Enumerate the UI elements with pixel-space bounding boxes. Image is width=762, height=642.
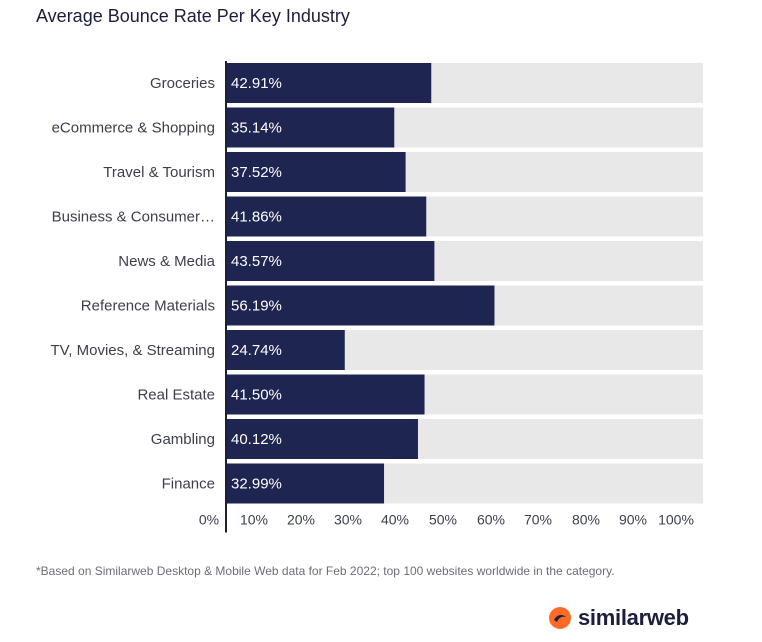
brand-logo: similarweb [548,604,689,632]
bar [227,419,418,459]
bar [227,330,345,370]
bar [227,107,395,148]
x-tick-label: 80% [572,512,600,528]
x-tick-label: 0% [199,512,219,528]
x-tick-label: 50% [429,512,457,528]
bar [227,285,495,326]
data-label: 40.12% [231,431,282,448]
bar [227,463,385,504]
x-tick-label: 30% [334,512,362,528]
similarweb-logo-icon [549,607,571,629]
bar [227,196,427,237]
category-label: Groceries [150,75,215,92]
data-label: 42.91% [231,75,282,92]
x-tick-label: 60% [477,512,505,528]
bar-chart: Groceries 42.91% eCommerce & Shopping 35.14… [50,61,703,533]
x-tick-label: 40% [381,512,409,528]
bar [227,374,425,415]
category-label: Gambling [151,431,215,448]
brand-name: similarweb [578,605,689,630]
data-label: 37.52% [231,164,282,181]
data-label: 41.50% [231,387,282,404]
data-label: 56.19% [231,298,282,315]
category-label: Business & Consumer… [52,209,215,226]
data-label: 32.99% [231,476,282,493]
category-label: eCommerce & Shopping [52,120,215,137]
x-tick-label: 100% [658,512,694,528]
category-label: Reference Materials [81,298,215,315]
bar [227,63,432,103]
bar [227,241,435,281]
x-tick-label: 20% [287,512,315,528]
data-label: 43.57% [231,253,282,270]
data-label: 24.74% [231,342,282,359]
category-label: Travel & Tourism [103,164,215,181]
category-label: Real Estate [137,387,215,404]
data-label: 41.86% [231,209,282,226]
data-label: 35.14% [231,120,282,137]
x-tick-label: 10% [240,512,268,528]
category-label: News & Media [118,253,215,270]
category-label: TV, Movies, & Streaming [50,342,215,359]
x-tick-label: 90% [619,512,647,528]
bar [227,152,406,192]
chart-title: Average Bounce Rate Per Key Industry [36,6,350,26]
footnote: *Based on Similarweb Desktop & Mobile We… [36,564,615,578]
x-tick-label: 70% [524,512,552,528]
category-label: Finance [162,476,215,493]
